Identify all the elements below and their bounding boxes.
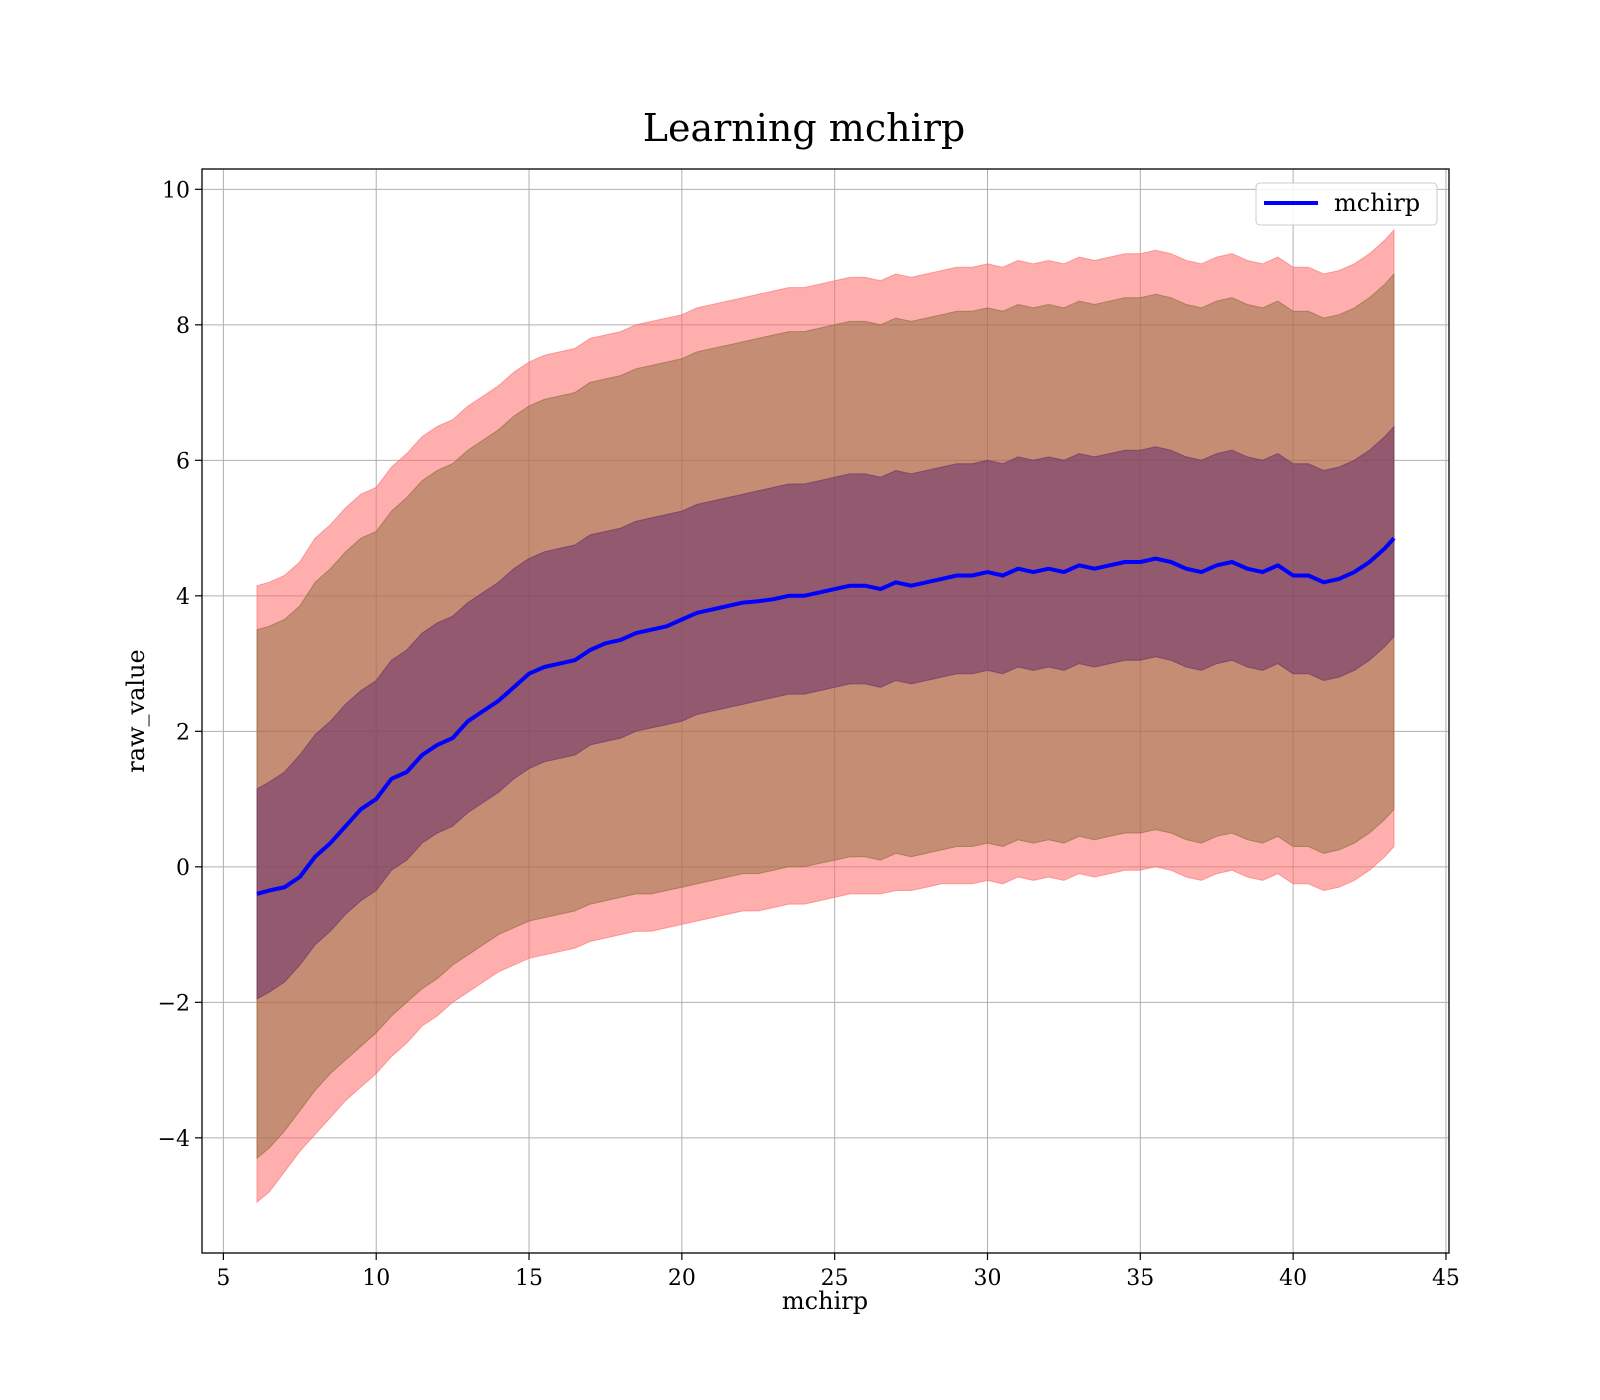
x-tick-label: 20: [668, 1266, 696, 1291]
y-axis-label: raw_value: [122, 649, 150, 773]
x-tick-label: 30: [973, 1266, 1001, 1291]
y-tick-label: 0: [176, 856, 190, 881]
y-tick-label: 2: [176, 720, 190, 745]
y-tick-label: 8: [176, 314, 190, 339]
legend-box: [1255, 182, 1438, 226]
x-tick-label: 15: [515, 1266, 543, 1291]
x-tick-label: 25: [821, 1266, 849, 1291]
y-tick-label: −2: [158, 991, 190, 1016]
y-tick-label: 10: [162, 178, 190, 203]
x-tick-label: 10: [362, 1266, 390, 1291]
confidence-bands: [256, 228, 1395, 1204]
x-tick-label: 45: [1432, 1266, 1460, 1291]
x-axis-label: mchirp: [782, 1287, 868, 1315]
plot-frame: [201, 168, 1450, 1254]
band-inner: [256, 425, 1395, 1000]
legend: mchirp: [1255, 182, 1438, 226]
x-tick-label: 35: [1126, 1266, 1154, 1291]
x-tick-label: 5: [216, 1266, 230, 1291]
series-line-mchirp: [256, 536, 1396, 896]
y-axis-ticks: −4 −2 0 2 4 6 8 10: [158, 178, 202, 1152]
series-lines: [256, 536, 1396, 896]
x-axis-ticks: 5 10 15 20 25 30 35 40 45: [216, 1253, 1460, 1291]
legend-label-mchirp: mchirp: [1334, 189, 1420, 217]
y-tick-label: 6: [176, 449, 190, 474]
y-tick-label: 4: [176, 585, 190, 610]
y-tick-label: −4: [158, 1127, 190, 1152]
chart-title: Learning mchirp: [643, 106, 965, 150]
x-tick-label: 40: [1279, 1266, 1307, 1291]
